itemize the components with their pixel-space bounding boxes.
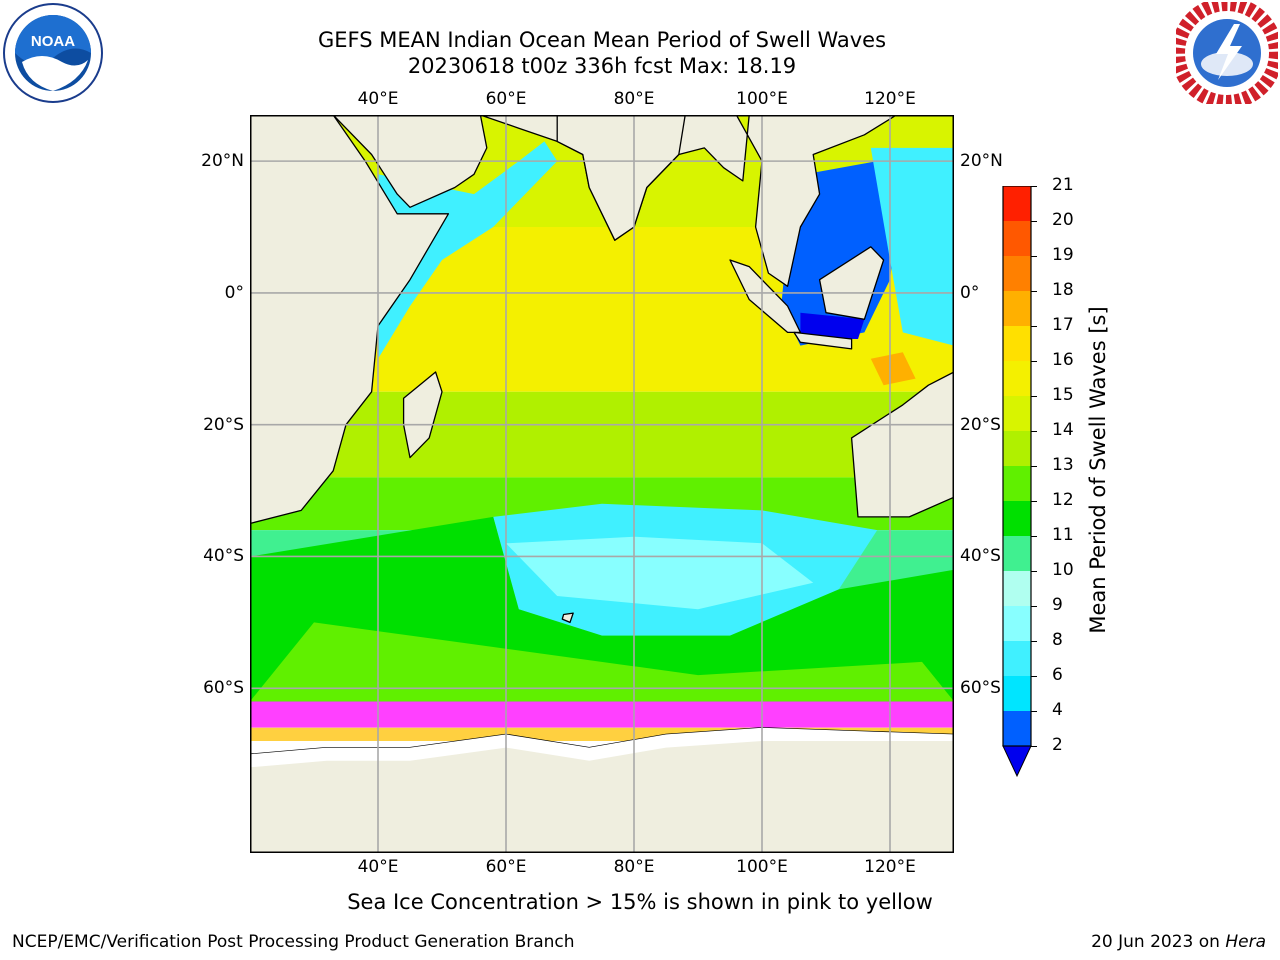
- field-band: [250, 701, 954, 728]
- lat-tick-label-left: 20°S: [203, 414, 244, 435]
- colorbar-segment: [1003, 641, 1031, 676]
- colorbar-tick-label: 16: [1052, 350, 1074, 370]
- colorbar-segment: [1003, 501, 1031, 536]
- colorbar-tick-mark: [1031, 326, 1037, 327]
- colorbar-tick-mark: [1031, 571, 1037, 572]
- colorbar-tick-label: 11: [1052, 525, 1074, 545]
- lon-tick-label-bottom: 60°E: [485, 857, 527, 877]
- colorbar: [1002, 186, 1032, 778]
- colorbar-tick-mark: [1031, 291, 1037, 292]
- sheltered-sea: [800, 312, 865, 339]
- colorbar-tick-label: 17: [1052, 315, 1074, 335]
- colorbar-segment: [1003, 536, 1031, 571]
- colorbar-tick-mark: [1031, 221, 1037, 222]
- colorbar-segment: [1003, 466, 1031, 501]
- lon-tick-label-top: 120°E: [864, 89, 916, 109]
- colorbar-segment: [1003, 606, 1031, 641]
- colorbar-tick-label: 10: [1052, 560, 1074, 580]
- sea-ice-note: Sea Ice Concentration > 15% is shown in …: [347, 890, 933, 914]
- lon-tick-label-top: 100°E: [736, 89, 788, 109]
- colorbar-tick-mark: [1031, 606, 1037, 607]
- colorbar-segment: [1003, 221, 1031, 256]
- colorbar-segment: [1003, 256, 1031, 291]
- sumatra-landmass: [729, 259, 802, 334]
- swell-period-map: [249, 114, 955, 854]
- borneo-landmass: [818, 246, 885, 320]
- colorbar-tick-label: 9: [1052, 595, 1063, 615]
- colorbar-segment: [1003, 431, 1031, 466]
- java-landmass: [793, 331, 853, 350]
- colorbar-tick-mark: [1031, 396, 1037, 397]
- lon-tick-label-top: 80°E: [613, 89, 655, 109]
- colorbar-tick-label: 19: [1052, 245, 1074, 265]
- lat-tick-label-left: 0°: [224, 282, 244, 303]
- lat-tick-label-right: 20°S: [960, 414, 1001, 435]
- colorbar-tick-mark: [1031, 641, 1037, 642]
- chart-title: GEFS MEAN Indian Ocean Mean Period of Sw…: [317, 28, 887, 52]
- lat-tick-label-right: 0°: [960, 282, 980, 303]
- colorbar-tick-mark: [1031, 466, 1037, 467]
- colorbar-tick-mark: [1031, 186, 1037, 187]
- lat-tick-label-right: 20°N: [960, 151, 1003, 172]
- colorbar-tick-label: 20: [1052, 210, 1074, 230]
- lon-tick-label-bottom: 120°E: [864, 857, 916, 877]
- lon-tick-label-top: 60°E: [485, 89, 527, 109]
- colorbar-tick-label: 6: [1052, 665, 1063, 685]
- lon-tick-label-top: 40°E: [357, 89, 399, 109]
- colorbar-segment: [1003, 396, 1031, 431]
- colorbar-tick-label: 4: [1052, 700, 1063, 720]
- madagascar-landmass: [402, 371, 443, 459]
- footer-date-text: 20 Jun 2023 on: [1091, 932, 1226, 952]
- colorbar-segment: [1003, 186, 1031, 221]
- colorbar-tick-label: 18: [1052, 280, 1074, 300]
- svg-text:NOAA: NOAA: [31, 33, 75, 50]
- footer-credit: NCEP/EMC/Verification Post Processing Pr…: [12, 932, 575, 952]
- colorbar-tick-mark: [1031, 256, 1037, 257]
- colorbar-tick-label: 8: [1052, 630, 1063, 650]
- footer-host: Hera: [1225, 932, 1266, 952]
- low-period-zone: [506, 536, 814, 610]
- colorbar-segment: [1003, 711, 1031, 746]
- lon-tick-label-bottom: 80°E: [613, 857, 655, 877]
- colorbar-tick-label: 12: [1052, 490, 1074, 510]
- lon-tick-label-bottom: 40°E: [357, 857, 399, 877]
- noaa-logo: NOAA: [3, 3, 103, 103]
- footer-date: 20 Jun 2023 on Hera: [1091, 932, 1266, 952]
- lat-tick-label-right: 60°S: [960, 678, 1001, 699]
- colorbar-tick-label: 15: [1052, 385, 1074, 405]
- sea-ice-shelf: [250, 727, 954, 768]
- colorbar-label: Mean Period of Swell Waves [s]: [1086, 306, 1110, 634]
- lon-tick-label-bottom: 100°E: [736, 857, 788, 877]
- colorbar-tick-label: 13: [1052, 455, 1074, 475]
- colorbar-segment: [1003, 326, 1031, 361]
- colorbar-tick-mark: [1031, 676, 1037, 677]
- colorbar-tick-label: 21: [1052, 175, 1074, 195]
- colorbar-tick-mark: [1031, 431, 1037, 432]
- colorbar-segment: [1003, 291, 1031, 326]
- lat-tick-label-left: 20°N: [201, 151, 244, 172]
- map-panel: [249, 114, 955, 854]
- mid-period-zone: [250, 622, 954, 702]
- chart-subtitle: 20230618 t00z 336h fcst Max: 18.19: [407, 54, 797, 78]
- lat-tick-label-left: 60°S: [203, 678, 244, 699]
- colorbar-tick-mark: [1031, 536, 1037, 537]
- colorbar-segment: [1003, 571, 1031, 606]
- colorbar-tick-mark: [1031, 501, 1037, 502]
- colorbar-tick-mark: [1031, 361, 1037, 362]
- pacific-zone: [870, 147, 954, 346]
- high-period-patch: [870, 352, 916, 386]
- colorbar-tick-label: 14: [1052, 420, 1074, 440]
- colorbar-segment: [1003, 361, 1031, 396]
- lat-tick-label-left: 40°S: [203, 546, 244, 567]
- lat-tick-label-right: 40°S: [960, 546, 1001, 567]
- colorbar-segment: [1003, 676, 1031, 711]
- colorbar-tick-mark: [1031, 711, 1037, 712]
- kerguelen-island: [561, 612, 574, 624]
- colorbar-tick-label: 2: [1052, 735, 1063, 755]
- colorbar-extend-arrow: [1002, 745, 1032, 778]
- nws-logo: [1176, 2, 1278, 104]
- colorbar-tick-mark: [1031, 746, 1037, 747]
